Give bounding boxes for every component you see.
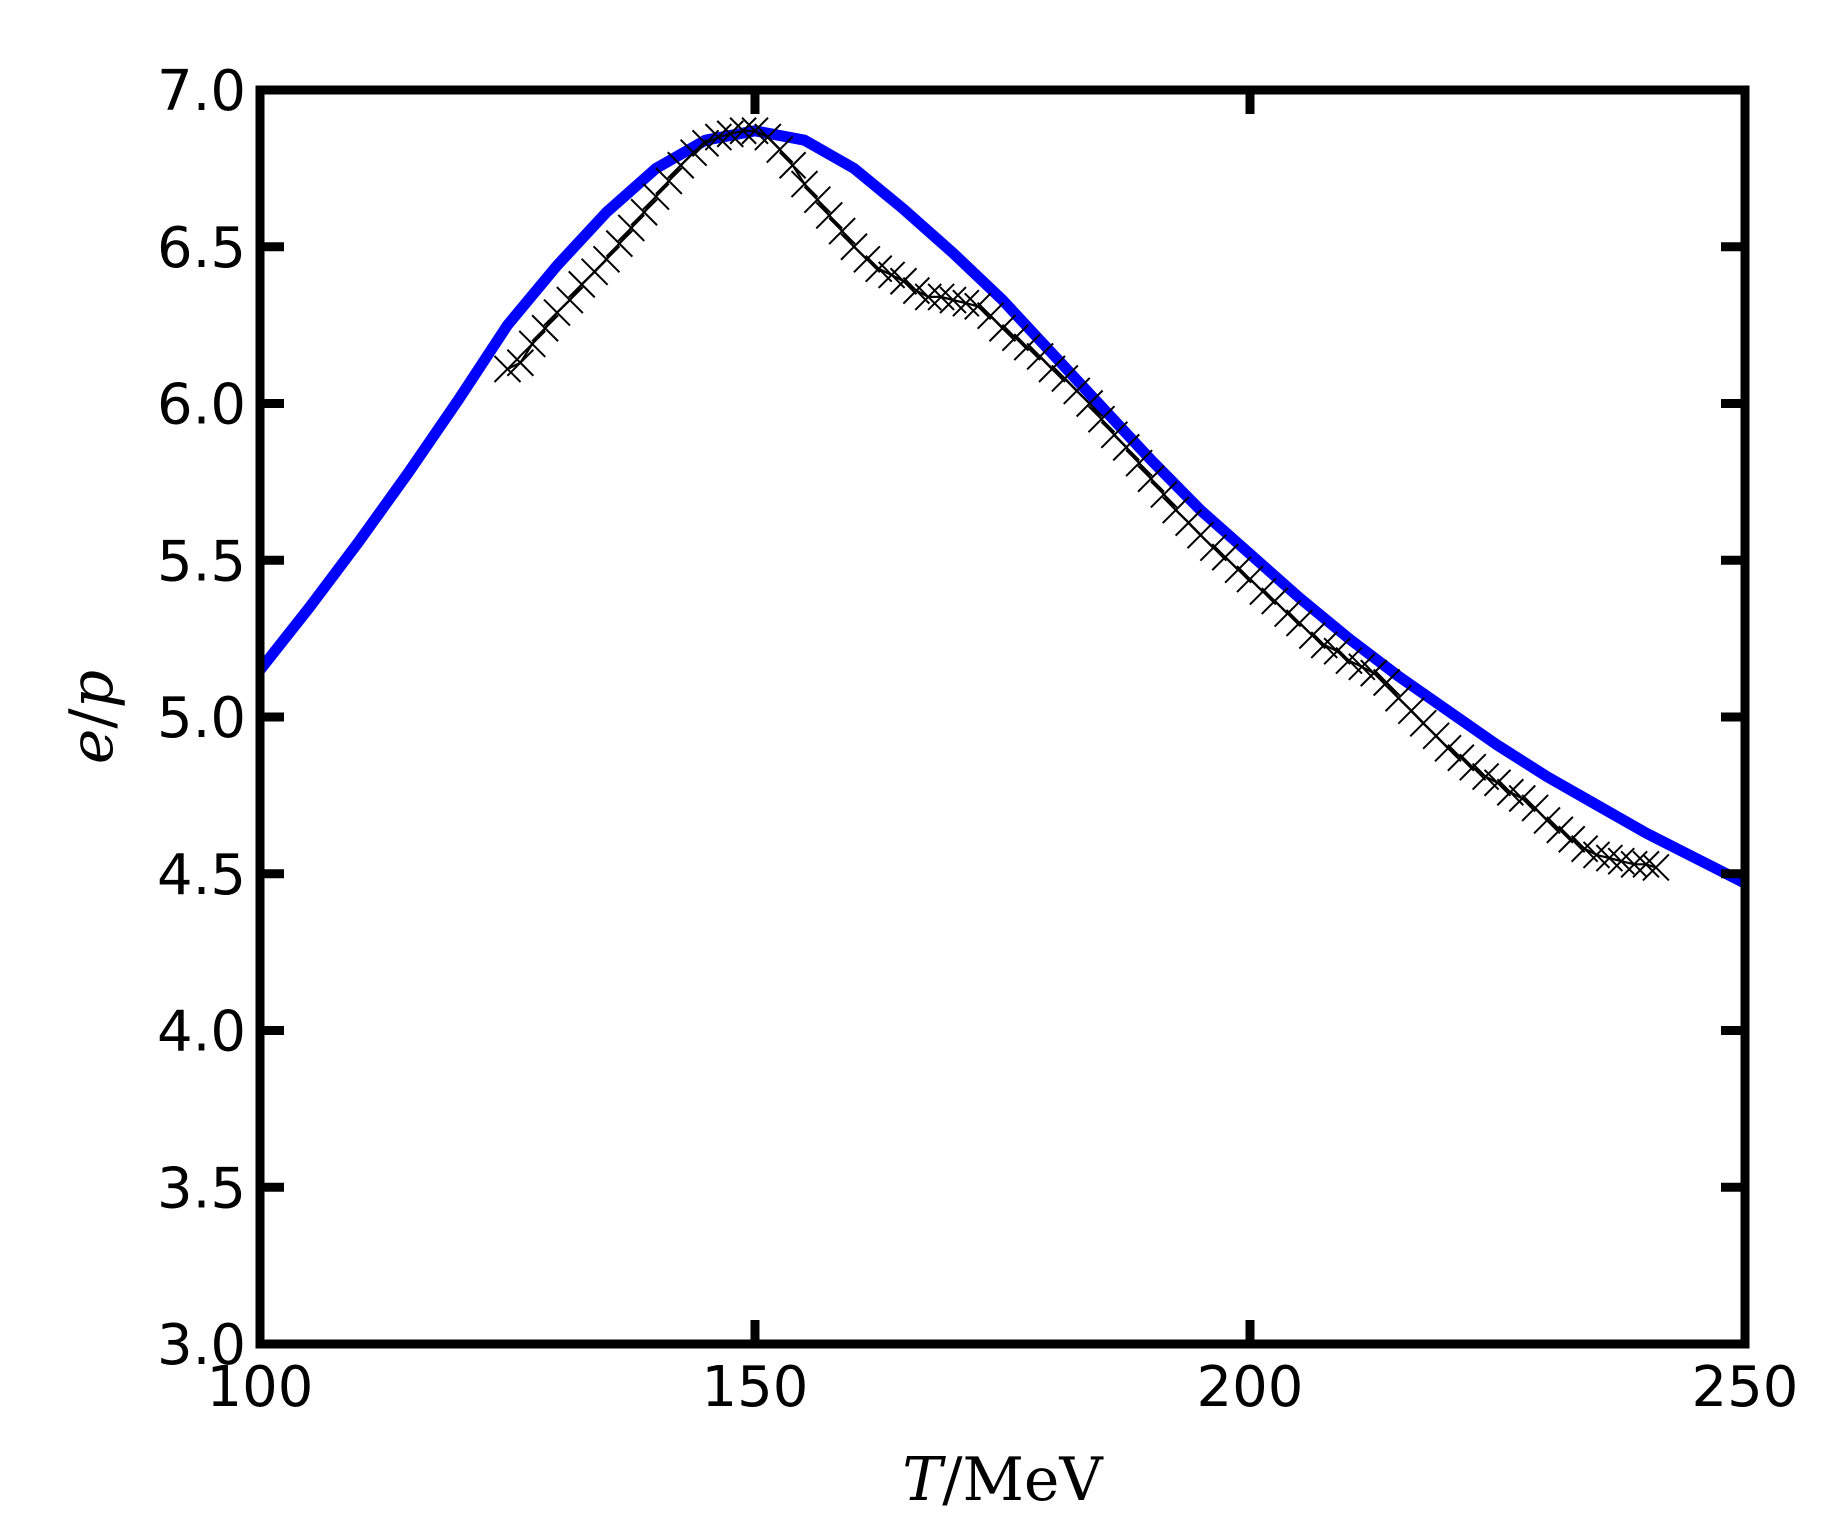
series-layer	[255, 117, 1748, 889]
series-1-marker	[964, 292, 992, 321]
x-axis-label-unit: /MeV	[942, 1445, 1104, 1515]
series-1-marker	[766, 135, 794, 164]
series-1-marker	[1150, 480, 1178, 509]
y-tick-label: 3.5	[157, 1156, 246, 1221]
series-1-marker	[1013, 333, 1041, 361]
series-1-marker	[988, 314, 1017, 342]
series-1-marker	[1335, 646, 1363, 675]
series-1-marker	[853, 245, 881, 273]
series-1-marker	[952, 289, 980, 317]
x-axis-label-variable: T	[902, 1445, 946, 1515]
series-1-marker	[1224, 555, 1252, 584]
series-1-marker	[790, 170, 819, 198]
y-axis-label-denominator: p	[57, 670, 127, 708]
series-1-marker	[642, 182, 670, 211]
series-1-marker	[914, 283, 942, 311]
y-tick-label: 5.0	[157, 686, 246, 751]
x-tick-label: 150	[702, 1355, 809, 1420]
series-1-marker	[1632, 850, 1660, 879]
x-axis-label: T/MeV	[902, 1445, 1104, 1515]
series-1-marker	[1199, 534, 1228, 562]
series-1-marker	[1434, 734, 1462, 763]
series-1-marker	[729, 117, 757, 145]
series-1-marker	[617, 214, 645, 242]
series-1-marker	[889, 267, 918, 295]
series-1-marker	[1075, 389, 1104, 418]
series-1-marker	[531, 314, 559, 342]
series-1-marker	[506, 349, 535, 377]
series-1-marker	[778, 151, 807, 179]
series-1-marker	[1112, 433, 1140, 462]
x-tick-label: 200	[1197, 1355, 1304, 1420]
series-1-marker	[679, 138, 708, 167]
series-1-marker	[1137, 465, 1165, 493]
series-1-marker	[1125, 449, 1153, 477]
series-1-marker	[1533, 806, 1561, 835]
series-1-marker	[493, 355, 522, 383]
series-1-marker	[556, 286, 584, 314]
y-tick-label: 4.0	[157, 1000, 246, 1065]
series-1-marker	[1546, 816, 1574, 844]
series-1-marker	[828, 217, 856, 245]
series-1-marker	[1483, 769, 1512, 797]
series-1-marker	[1595, 844, 1624, 872]
series-1-marker	[1447, 744, 1475, 772]
y-tick-label: 6.0	[157, 373, 246, 438]
series-1-marker	[691, 129, 720, 158]
series-1-marker	[815, 201, 843, 230]
series-1-marker	[704, 123, 733, 151]
y-tick-label: 7.0	[157, 59, 246, 124]
series-1-marker	[655, 167, 683, 195]
series-1-marker	[803, 186, 832, 214]
series-1-marker	[1642, 853, 1670, 882]
x-tick-label: 100	[207, 1355, 314, 1420]
series-1-marker	[1087, 405, 1116, 433]
y-axis-label-separator: /	[57, 708, 127, 729]
series-1-marker	[518, 330, 546, 358]
y-axis-label: e/p	[57, 670, 127, 764]
series-1-marker	[1310, 631, 1338, 659]
y-tick-label: 4.5	[157, 843, 246, 908]
series-1-marker	[1249, 577, 1277, 606]
y-tick-label: 5.5	[157, 529, 246, 594]
x-tick-label: 250	[1692, 1355, 1799, 1420]
series-1-marker	[741, 117, 769, 145]
series-0-line	[255, 125, 1748, 889]
series-1-marker	[605, 229, 634, 258]
series-1-marker	[927, 283, 955, 311]
series-1-marker	[1459, 753, 1487, 781]
series-1-marker	[1372, 668, 1401, 697]
series-1-marker	[630, 198, 658, 226]
series-1-marker	[1558, 825, 1586, 853]
series-1-marker	[865, 254, 893, 283]
ticks-layer: 100 150 200 250 3.0 3.5 4.0 4.5 5.0 5.5 6.0 6.5 7.0	[157, 59, 1799, 1420]
plot-frame	[255, 85, 1750, 1349]
series-1-marker	[1508, 784, 1536, 813]
y-tick-label: 3.0	[157, 1313, 246, 1378]
series-1-marker	[1038, 355, 1066, 383]
y-axis-label-numerator: e	[57, 729, 127, 765]
y-tick-label: 6.5	[157, 216, 246, 281]
series-1-marker	[1273, 599, 1302, 628]
series-1-marker	[1001, 323, 1030, 352]
series-1-marker	[1360, 659, 1388, 687]
series-1-marker	[1323, 637, 1351, 665]
series-1-marker	[1298, 621, 1327, 650]
series-1-marker	[592, 245, 621, 273]
